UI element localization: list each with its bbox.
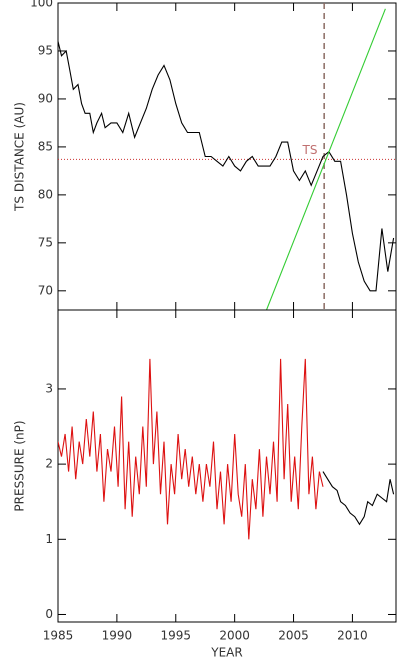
y-tick-label: 3 <box>45 381 53 395</box>
x-tick-label: 1995 <box>160 629 191 643</box>
x-tick-label: 1985 <box>43 629 74 643</box>
data-line <box>58 358 324 540</box>
y-tick-label: 75 <box>38 235 53 249</box>
x-tick-label: 1990 <box>102 629 133 643</box>
y-tick-label: 90 <box>38 91 53 105</box>
x-axis-label: YEAR <box>210 646 242 660</box>
y-tick-label: 1 <box>45 532 53 546</box>
panel-frame <box>57 309 397 623</box>
y-tick-label: 2 <box>45 457 53 471</box>
annotation: TS <box>302 143 318 157</box>
x-tick-label: 2005 <box>278 629 309 643</box>
data-line <box>265 8 386 310</box>
y-tick-label: 80 <box>38 187 53 201</box>
data-line <box>58 41 395 292</box>
data-line <box>322 471 395 526</box>
y-tick-label: 100 <box>30 0 53 10</box>
y-tick-label: 85 <box>38 139 53 153</box>
y-tick-label: 95 <box>38 43 53 57</box>
y-tick-label: 0 <box>45 607 53 621</box>
x-tick-label: 2000 <box>219 629 250 643</box>
x-tick-label: 2010 <box>337 629 368 643</box>
y-axis-label: PRESSURE (nP) <box>13 420 27 511</box>
y-tick-label: 70 <box>38 283 53 297</box>
panel-frame <box>57 2 397 311</box>
y-axis-label: TS DISTANCE (AU) <box>13 102 27 212</box>
